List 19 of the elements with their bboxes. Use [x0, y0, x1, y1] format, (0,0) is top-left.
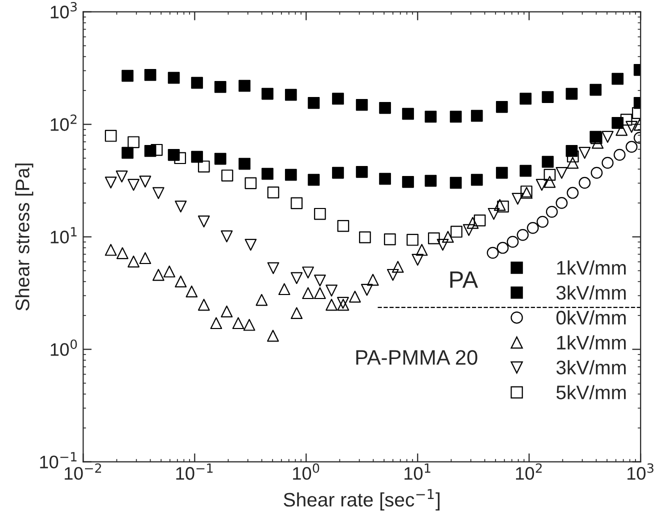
- legend-label: 3kV/mm: [556, 360, 626, 374]
- y-tick-label: 10$^{0}$: [50, 339, 77, 356]
- legend-label: 0kV/mm: [556, 310, 626, 325]
- x-tick-label: 10$^{0}$: [293, 463, 320, 480]
- y-axis-title: Shear stress [Pa]: [15, 164, 34, 311]
- y-tick-label: 10$^{2}$: [50, 114, 76, 131]
- y-tick-label: 10$^{1}$: [50, 227, 77, 244]
- x-tick-label: 10$^{2}$: [516, 463, 542, 480]
- legend-label: 1kV/mm: [557, 335, 626, 350]
- y-tick-label: 10$^{3}$: [50, 2, 77, 18]
- legend-label: 3kV/mm: [556, 285, 626, 300]
- x-tick-label: 10$^{−1}$: [176, 464, 213, 480]
- x-tick-label: 10$^{1}$: [404, 464, 430, 480]
- legend-label: 5kV/mm: [556, 385, 626, 400]
- x-tick-label: 10$^{3}$: [628, 463, 654, 480]
- legend-label: 1kV/mm: [557, 260, 626, 275]
- x-axis-title: Shear rate [sec$^{−1}$]: [284, 489, 440, 510]
- annotation: PA-PMMA 20: [356, 350, 478, 365]
- annotation: PA: [450, 271, 478, 288]
